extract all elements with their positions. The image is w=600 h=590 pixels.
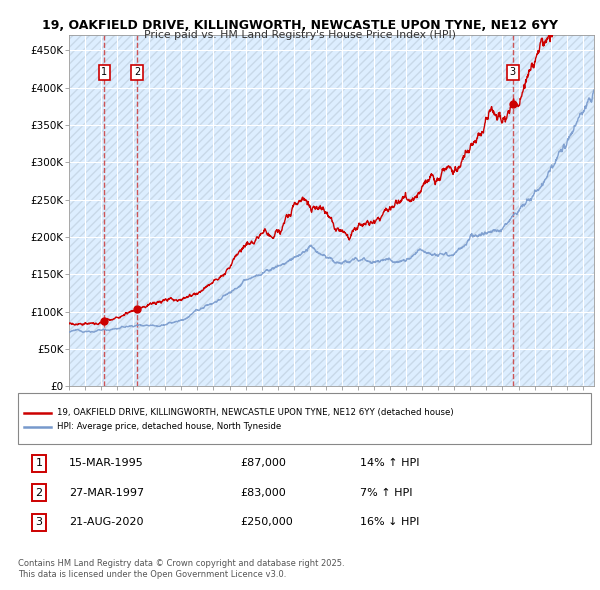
Text: 19, OAKFIELD DRIVE, KILLINGWORTH, NEWCASTLE UPON TYNE, NE12 6YY: 19, OAKFIELD DRIVE, KILLINGWORTH, NEWCAS…	[42, 19, 558, 32]
Text: HPI: Average price, detached house, North Tyneside: HPI: Average price, detached house, Nort…	[57, 422, 281, 431]
Text: 1: 1	[101, 67, 107, 77]
Text: 3: 3	[35, 517, 43, 527]
Text: 2: 2	[134, 67, 140, 77]
Text: Price paid vs. HM Land Registry's House Price Index (HPI): Price paid vs. HM Land Registry's House …	[144, 30, 456, 40]
Text: 2: 2	[35, 488, 43, 497]
Text: 14% ↑ HPI: 14% ↑ HPI	[360, 458, 419, 468]
Text: This data is licensed under the Open Government Licence v3.0.: This data is licensed under the Open Gov…	[18, 571, 286, 579]
Text: £87,000: £87,000	[240, 458, 286, 468]
Text: £250,000: £250,000	[240, 517, 293, 527]
Text: £83,000: £83,000	[240, 488, 286, 497]
Text: 15-MAR-1995: 15-MAR-1995	[69, 458, 144, 468]
Text: Contains HM Land Registry data © Crown copyright and database right 2025.: Contains HM Land Registry data © Crown c…	[18, 559, 344, 568]
Text: 1: 1	[35, 458, 43, 468]
Text: 21-AUG-2020: 21-AUG-2020	[69, 517, 143, 527]
Text: 3: 3	[509, 67, 516, 77]
Text: 16% ↓ HPI: 16% ↓ HPI	[360, 517, 419, 527]
Text: 19, OAKFIELD DRIVE, KILLINGWORTH, NEWCASTLE UPON TYNE, NE12 6YY (detached house): 19, OAKFIELD DRIVE, KILLINGWORTH, NEWCAS…	[57, 408, 454, 418]
Text: 7% ↑ HPI: 7% ↑ HPI	[360, 488, 413, 497]
Text: 27-MAR-1997: 27-MAR-1997	[69, 488, 144, 497]
